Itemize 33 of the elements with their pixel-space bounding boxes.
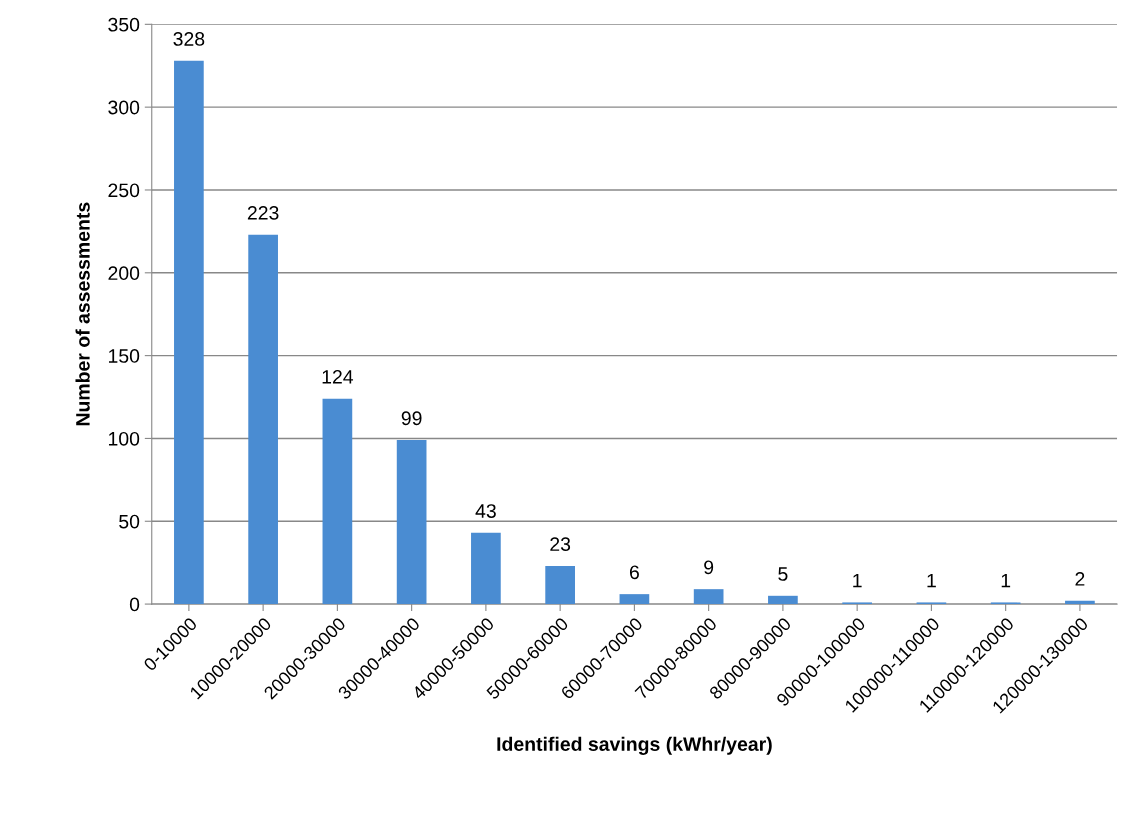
bar xyxy=(322,398,353,605)
y-tick-label: 150 xyxy=(108,349,140,363)
bar xyxy=(396,440,427,605)
data-label: 1 xyxy=(853,573,862,588)
bar xyxy=(248,234,278,605)
bar xyxy=(174,60,204,605)
data-label: 223 xyxy=(247,205,279,220)
data-label: 328 xyxy=(173,32,205,46)
y-tick-label: 300 xyxy=(108,100,140,115)
bar xyxy=(471,532,501,605)
data-label: 1 xyxy=(927,573,936,588)
data-label: 43 xyxy=(475,504,496,518)
y-tick-label: 200 xyxy=(108,266,140,281)
data-label: 124 xyxy=(322,369,354,384)
data-label: 5 xyxy=(778,567,788,581)
data-label: 9 xyxy=(704,560,714,575)
data-label: 2 xyxy=(1075,572,1085,586)
bar xyxy=(619,594,650,605)
data-label: 23 xyxy=(550,537,571,552)
y-tick-label: 100 xyxy=(108,431,140,446)
data-label: 6 xyxy=(629,565,639,580)
y-tick-label: 0 xyxy=(129,597,140,612)
bar xyxy=(545,565,575,605)
data-label: 99 xyxy=(401,411,422,426)
y-tick-label: 250 xyxy=(108,183,140,198)
data-label: 1 xyxy=(1001,573,1011,588)
y-tick-label: 50 xyxy=(119,514,140,529)
bar xyxy=(1065,600,1095,605)
y-tick-label: 350 xyxy=(108,17,140,32)
bar xyxy=(768,595,798,605)
bar xyxy=(693,589,724,605)
x-axis-title: Identified savings (kWhr/year) xyxy=(497,736,772,755)
y-axis-title: Number of assessments xyxy=(75,202,90,426)
